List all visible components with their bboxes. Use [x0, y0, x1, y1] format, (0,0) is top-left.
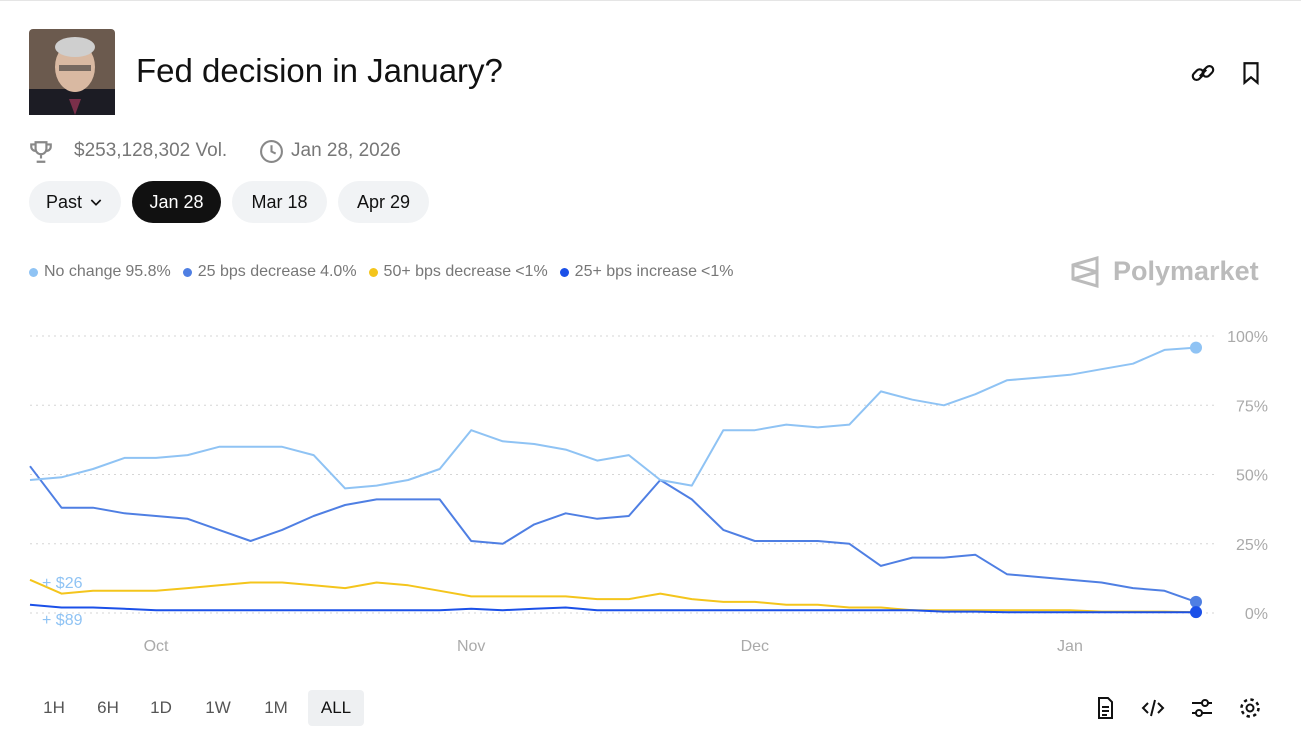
x-tick-label: Jan	[1057, 638, 1083, 655]
y-tick-label: 25%	[1236, 537, 1268, 554]
legend-name: 25 bps decrease	[197, 263, 317, 280]
annotation: + $26	[42, 575, 83, 592]
legend-name: 25+ bps increase	[574, 263, 697, 280]
legend-item: 25+ bps increase <1%	[559, 263, 734, 281]
annotation: + $89	[42, 612, 83, 629]
legend-value: 4.0%	[320, 263, 357, 280]
x-tick-label: Dec	[741, 638, 769, 655]
range-button[interactable]: 1W	[205, 698, 231, 717]
clock-icon	[260, 140, 283, 163]
legend-name: No change	[44, 263, 122, 280]
market-image	[29, 29, 115, 115]
tab-label: Apr 29	[356, 191, 411, 212]
document-icon[interactable]	[1093, 696, 1117, 720]
tab-label: Past	[45, 191, 83, 212]
tab-label: Mar 18	[251, 191, 308, 212]
legend-item: No change 95.8%	[29, 263, 171, 281]
x-tick-label: Oct	[144, 638, 169, 655]
series-line	[29, 578, 1197, 614]
range-button[interactable]: 6H	[97, 698, 119, 717]
range-button[interactable]: 1H	[43, 698, 65, 717]
series-line	[29, 603, 1196, 614]
link-icon[interactable]	[1190, 60, 1216, 86]
tab-active[interactable]: Jan 28	[132, 181, 221, 223]
end-point	[1190, 595, 1202, 608]
embed-icon[interactable]	[1141, 696, 1165, 720]
legend-dot	[182, 267, 192, 277]
legend-item: 25 bps decrease 4.0%	[182, 263, 357, 281]
y-tick-label: 0%	[1245, 606, 1268, 623]
legend-dot	[29, 267, 38, 277]
tab[interactable]: Past	[29, 181, 121, 223]
y-tick-label: 50%	[1236, 468, 1268, 485]
end-point	[1190, 341, 1202, 354]
top-border	[0, 0, 1301, 1]
range-button[interactable]: 1M	[264, 698, 288, 717]
range-button[interactable]: 1D	[150, 698, 172, 717]
brand-name: Polymarket	[1113, 256, 1259, 286]
legend-value: <1%	[515, 263, 548, 280]
tab[interactable]: Apr 29	[338, 181, 429, 223]
legend-name: 50+ bps decrease	[383, 263, 512, 280]
range-button-active[interactable]: ALL	[308, 690, 364, 726]
y-tick-label: 100%	[1227, 329, 1268, 346]
legend-value: 95.8%	[125, 263, 171, 280]
series-line	[29, 346, 1197, 490]
market-title: Fed decision in January?	[136, 52, 503, 89]
brand-logo	[1071, 256, 1099, 288]
legend: No change 95.8% 25 bps decrease 4.0% 50+ bps…	[29, 263, 733, 281]
legend-value: <1%	[700, 263, 734, 280]
trophy-icon	[30, 141, 52, 163]
tab[interactable]: Mar 18	[232, 181, 327, 223]
legend-dot	[559, 267, 569, 277]
series-line	[29, 465, 1197, 603]
bookmark-icon[interactable]	[1238, 60, 1264, 86]
tab-label: Jan 28	[149, 191, 204, 212]
legend-item: 50+ bps decrease <1%	[368, 263, 548, 281]
legend-dot	[368, 267, 378, 277]
filter-icon[interactable]	[1190, 696, 1214, 720]
settings-icon[interactable]	[1238, 696, 1262, 720]
end-point	[1190, 606, 1202, 619]
x-tick-label: Nov	[457, 638, 485, 655]
volume: $253,128,302 Vol.	[74, 140, 228, 161]
end-date: Jan 28, 2026	[291, 140, 401, 161]
y-tick-label: 75%	[1236, 398, 1268, 415]
